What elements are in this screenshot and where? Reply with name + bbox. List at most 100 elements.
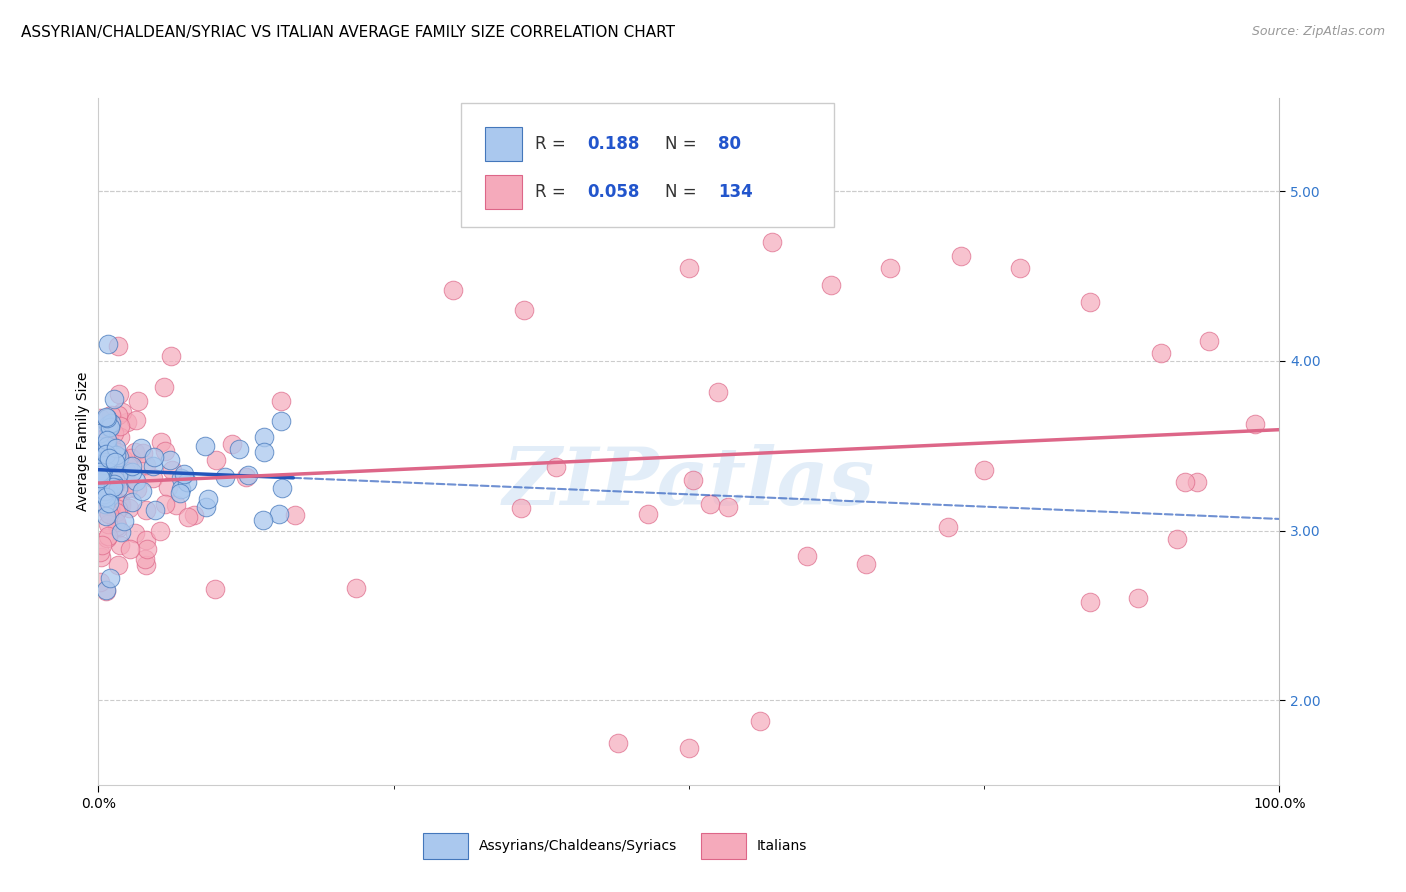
- Point: [252, 513, 274, 527]
- Point: [204, 582, 226, 596]
- Point: [121, 465, 143, 479]
- Point: [1174, 475, 1197, 489]
- Text: 0.188: 0.188: [588, 136, 640, 153]
- Point: [441, 283, 464, 297]
- Point: [110, 499, 132, 513]
- Point: [153, 443, 176, 458]
- FancyBboxPatch shape: [461, 103, 834, 227]
- Point: [117, 459, 139, 474]
- Point: [105, 444, 128, 458]
- Point: [117, 475, 139, 489]
- Point: [90, 475, 112, 490]
- Point: [1080, 595, 1102, 609]
- Point: [120, 450, 142, 465]
- Point: [96, 476, 118, 491]
- Point: [1198, 334, 1220, 348]
- Text: N =: N =: [665, 183, 702, 202]
- Y-axis label: Average Family Size: Average Family Size: [76, 372, 90, 511]
- Point: [253, 430, 276, 444]
- Point: [118, 501, 141, 516]
- FancyBboxPatch shape: [485, 175, 523, 210]
- Point: [1008, 260, 1031, 275]
- Point: [159, 349, 181, 363]
- Point: [103, 453, 125, 467]
- Text: ASSYRIAN/CHALDEAN/SYRIAC VS ITALIAN AVERAGE FAMILY SIZE CORRELATION CHART: ASSYRIAN/CHALDEAN/SYRIAC VS ITALIAN AVER…: [21, 25, 675, 40]
- Point: [97, 496, 120, 510]
- Point: [228, 442, 250, 456]
- Point: [107, 408, 129, 422]
- Point: [97, 443, 120, 458]
- Point: [94, 458, 117, 473]
- Point: [125, 483, 148, 497]
- Point: [177, 509, 200, 524]
- Point: [143, 450, 166, 464]
- Point: [583, 210, 606, 224]
- Point: [135, 503, 157, 517]
- Point: [100, 484, 122, 499]
- Text: R =: R =: [536, 136, 571, 153]
- Point: [91, 456, 114, 470]
- Point: [103, 392, 125, 406]
- Point: [141, 458, 163, 473]
- Point: [149, 524, 172, 539]
- Point: [90, 467, 112, 482]
- Point: [94, 474, 117, 488]
- Point: [94, 447, 117, 461]
- Point: [153, 380, 176, 394]
- Point: [205, 453, 228, 467]
- FancyBboxPatch shape: [485, 127, 523, 161]
- Point: [90, 459, 112, 474]
- Point: [89, 444, 111, 458]
- Point: [90, 478, 112, 492]
- Point: [94, 509, 117, 524]
- Point: [124, 526, 146, 541]
- Point: [748, 714, 770, 728]
- Point: [170, 482, 193, 496]
- Point: [796, 549, 818, 563]
- Point: [103, 474, 125, 488]
- Point: [936, 520, 959, 534]
- Point: [111, 405, 134, 419]
- Point: [108, 538, 131, 552]
- Point: [104, 477, 127, 491]
- Point: [1126, 591, 1149, 606]
- Point: [949, 249, 972, 263]
- Point: [90, 479, 112, 493]
- Point: [96, 409, 118, 424]
- Text: N =: N =: [665, 136, 702, 153]
- Point: [159, 453, 181, 467]
- Point: [235, 469, 257, 483]
- Point: [93, 486, 115, 500]
- Point: [121, 458, 143, 473]
- Point: [717, 500, 740, 514]
- Point: [142, 471, 165, 485]
- Point: [678, 260, 700, 275]
- Point: [197, 492, 219, 507]
- Point: [253, 445, 276, 459]
- Point: [114, 471, 136, 485]
- Point: [90, 475, 112, 490]
- Point: [94, 494, 117, 508]
- Point: [110, 525, 132, 540]
- Text: Source: ZipAtlas.com: Source: ZipAtlas.com: [1251, 25, 1385, 38]
- Point: [124, 445, 146, 459]
- Point: [90, 549, 112, 564]
- Point: [104, 515, 127, 529]
- Point: [267, 507, 290, 521]
- Point: [270, 394, 292, 409]
- Text: 80: 80: [718, 136, 741, 153]
- Point: [96, 410, 118, 425]
- Point: [98, 475, 121, 489]
- Point: [111, 451, 134, 466]
- Point: [94, 582, 117, 597]
- Point: [136, 542, 159, 557]
- Text: 0.058: 0.058: [588, 183, 640, 202]
- Point: [107, 502, 129, 516]
- Point: [195, 500, 218, 514]
- Point: [104, 505, 127, 519]
- Point: [107, 521, 129, 535]
- Point: [127, 394, 149, 409]
- Point: [108, 430, 131, 444]
- Point: [194, 439, 217, 453]
- Point: [1185, 475, 1208, 489]
